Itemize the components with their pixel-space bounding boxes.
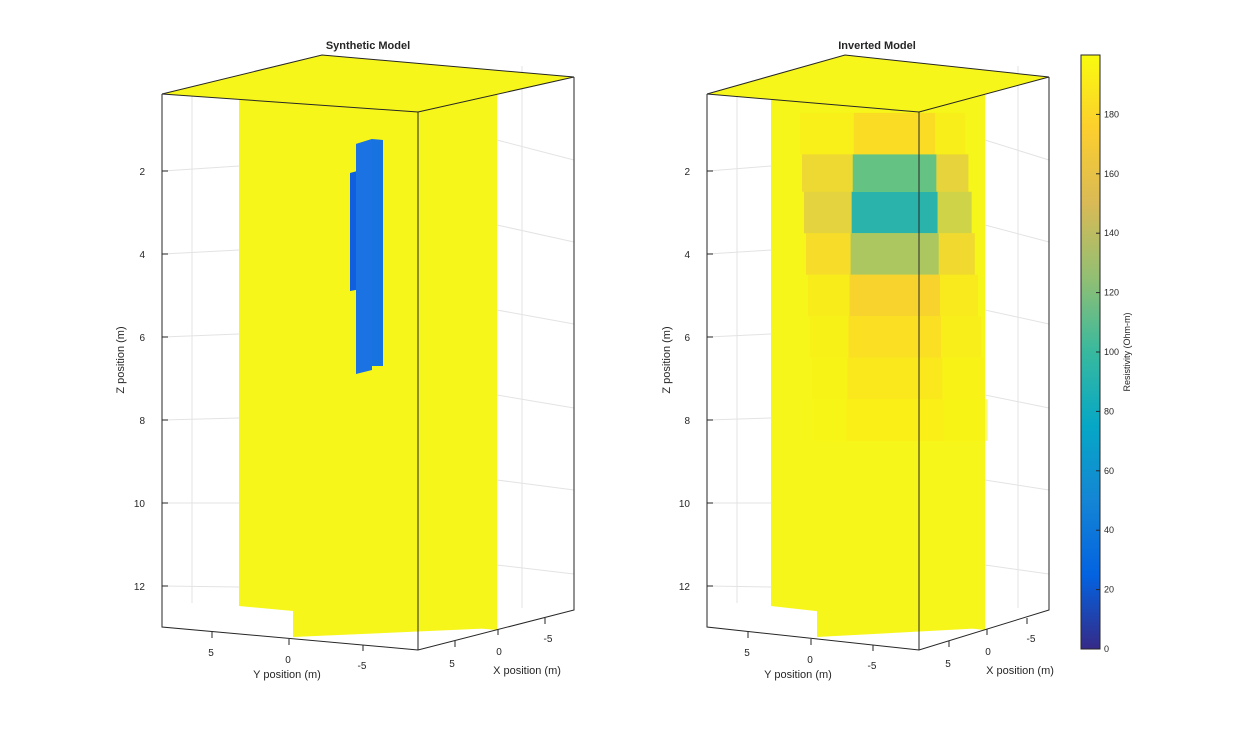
inverted-cell [851,191,938,234]
inverted-cell [846,399,944,441]
colorbar-tick-label: 100 [1104,347,1119,357]
colorbar-tick-label: 120 [1104,288,1119,298]
z-tick-label: 6 [684,333,690,344]
z-axis-label: Z position (m) [661,326,673,393]
inverted-cell [802,154,853,192]
top-slice [162,55,574,112]
panel-title: Synthetic Model [326,40,410,52]
z-tick-label: 12 [679,582,691,593]
z-tick-label: 2 [684,167,690,178]
x-axis-label: X position (m) [493,665,561,677]
z-tick-label: 8 [139,416,145,427]
x-tick-label: 0 [496,647,502,658]
axes-box [706,54,1050,651]
inverted-cell [942,357,985,400]
inverted-cell [850,233,939,275]
y-axis: 5 0 -5 Y position (m) [744,632,877,681]
colorbar-tick-label: 60 [1104,466,1114,476]
y-tick-label: 5 [208,648,214,659]
z-tick-label: 2 [139,167,145,178]
inverted-cell [940,274,978,317]
colorbar: 0 20 40 60 80 100 120 140 160 180 Resistivity (Oh… [1080,54,1132,654]
z-tick-label: 6 [139,333,145,344]
x-axis-label: X position (m) [986,665,1054,677]
inverted-cell [810,316,849,358]
y-axis-label: Y position (m) [764,669,832,681]
inverted-cell [935,112,966,155]
top-slice [707,55,1049,112]
inverted-cell [936,154,969,192]
z-tick-label: 10 [679,499,691,510]
x-tick-label: 0 [985,647,991,658]
axes-box [161,54,575,651]
inverted-cell [808,274,850,317]
inverted-cell [852,154,937,192]
colorbar-tick-label: 180 [1104,109,1119,119]
inverted-cell [849,274,940,317]
x-slice [293,94,497,637]
colorbar-tick-label: 80 [1104,406,1114,416]
x-tick-label: -5 [544,634,553,645]
inverted-cell [814,399,847,441]
inverted-anomaly [800,112,988,441]
x-tick-label: 5 [945,659,951,670]
synthetic-model-panel: Synthetic Model [115,40,575,681]
colorbar-label: Resistivity (Ohm-m) [1122,313,1132,392]
x-axis: 5 0 -5 X position (m) [449,618,561,677]
x-axis: 5 0 -5 X position (m) [945,618,1054,677]
x-tick-label: 5 [449,659,455,670]
inverted-model-panel: Inverted Model [661,40,1054,681]
y-tick-label: 0 [807,655,813,666]
inverted-cell [853,112,936,155]
colorbar-tick-label: 0 [1104,644,1109,654]
z-tick-label: 8 [684,416,690,427]
panel-title: Inverted Model [838,40,916,52]
colorbar-tick-label: 40 [1104,525,1114,535]
anomaly-body [350,139,383,374]
z-tick-label: 4 [684,250,690,261]
inverted-cell [800,112,854,155]
inverted-cell [938,233,975,275]
z-tick-label: 10 [134,499,146,510]
z-axis: 2 4 6 8 10 12 Z position (m) [115,167,168,593]
y-tick-label: -5 [868,661,877,672]
inverted-cell [847,357,943,400]
inverted-cell [937,191,972,234]
z-axis: 2 4 6 8 10 12 Z position (m) [661,167,713,593]
inverted-cell [804,191,852,234]
anomaly-slab-front [356,139,372,374]
inverted-cell [848,316,942,358]
y-tick-label: -5 [358,661,367,672]
z-axis-label: Z position (m) [115,326,127,393]
y-tick-label: 5 [744,648,750,659]
colorbar-tick-label: 160 [1104,169,1119,179]
z-tick-label: 4 [139,250,145,261]
inverted-cell [812,357,848,400]
y-axis: 5 0 -5 Y position (m) [208,632,367,681]
x-tick-label: -5 [1027,634,1036,645]
y-axis-label: Y position (m) [253,669,321,681]
inverted-cell [806,233,851,275]
z-tick-label: 12 [134,582,146,593]
colorbar-ticks: 0 20 40 60 80 100 120 140 160 180 [1096,109,1119,654]
colorbar-tick-label: 140 [1104,228,1119,238]
inverted-cell [943,399,988,441]
y-tick-label: 0 [285,655,291,666]
inverted-cell [941,316,982,358]
colorbar-tick-label: 20 [1104,585,1114,595]
